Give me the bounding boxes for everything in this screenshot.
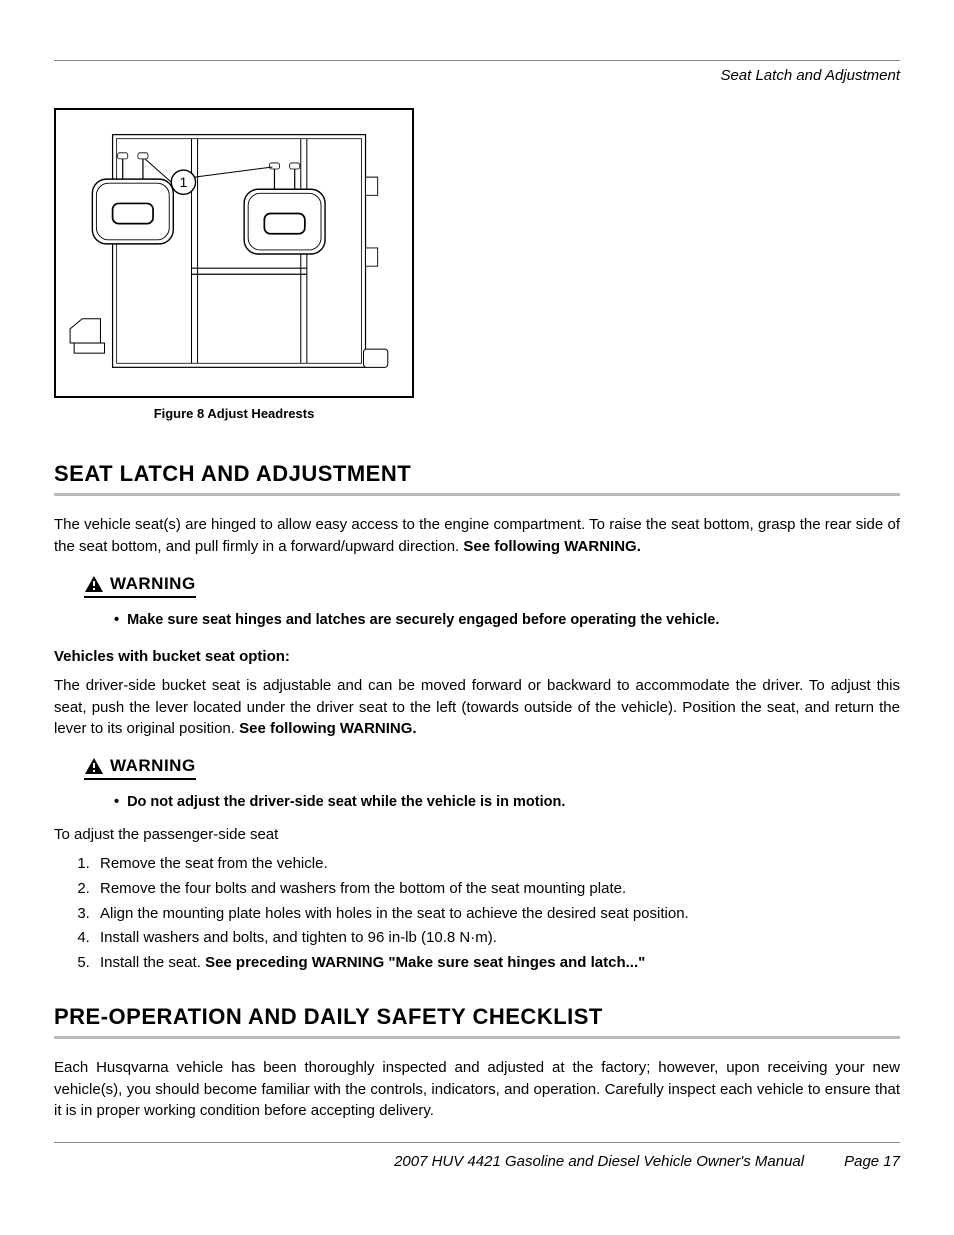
footer-manual-title: 2007 HUV 4421 Gasoline and Diesel Vehicl… <box>394 1153 804 1170</box>
see-warning-ref: See following WARNING. <box>239 720 417 737</box>
step-5-ref: See preceding WARNING "Make sure seat hi… <box>205 954 645 971</box>
passenger-seat-steps: Remove the seat from the vehicle. Remove… <box>94 852 900 976</box>
running-header: Seat Latch and Adjustment <box>54 67 900 84</box>
see-warning-ref: See following WARNING. <box>463 538 641 555</box>
section-rule <box>54 493 900 496</box>
step-4: Install washers and bolts, and tighten t… <box>94 926 900 951</box>
warning-label: WARNING <box>110 756 196 776</box>
section-rule <box>54 1036 900 1039</box>
step-3: Align the mounting plate holes with hole… <box>94 902 900 927</box>
figure-caption: Figure 8 Adjust Headrests <box>54 406 414 421</box>
warning-label: WARNING <box>110 574 196 594</box>
figure-8-diagram: 1 <box>54 108 414 398</box>
passenger-seat-intro: To adjust the passenger-side seat <box>54 824 900 846</box>
header-rule <box>54 60 900 61</box>
warning-triangle-icon <box>84 575 104 593</box>
warning-bullet-2: Do not adjust the driver-side seat while… <box>114 792 900 812</box>
warning-block-1: WARNING Make sure seat hinges and latche… <box>84 574 900 630</box>
warning-triangle-icon <box>84 757 104 775</box>
bucket-seat-subhead: Vehicles with bucket seat option: <box>54 648 900 665</box>
warning-header: WARNING <box>84 574 196 598</box>
warning-bullet-1: Make sure seat hinges and latches are se… <box>114 610 900 630</box>
callout-1-number: 1 <box>179 175 187 191</box>
section-heading-seat-latch: SEAT LATCH AND ADJUSTMENT <box>54 461 900 487</box>
page-footer: 2007 HUV 4421 Gasoline and Diesel Vehicl… <box>54 1153 900 1170</box>
preop-para-1: Each Husqvarna vehicle has been thorough… <box>54 1057 900 1122</box>
footer-page-number: Page 17 <box>844 1153 900 1170</box>
step-1: Remove the seat from the vehicle. <box>94 852 900 877</box>
warning-block-2: WARNING Do not adjust the driver-side se… <box>84 756 900 812</box>
bucket-seat-para: The driver-side bucket seat is adjustabl… <box>54 675 900 740</box>
section-heading-preop: PRE-OPERATION AND DAILY SAFETY CHECKLIST <box>54 1004 900 1030</box>
step-5: Install the seat. See preceding WARNING … <box>94 951 900 976</box>
step-2: Remove the four bolts and washers from t… <box>94 877 900 902</box>
footer-rule <box>54 1142 900 1143</box>
para-text: The driver-side bucket seat is adjustabl… <box>54 677 900 738</box>
warning-header: WARNING <box>84 756 196 780</box>
seat-latch-para-1: The vehicle seat(s) are hinged to allow … <box>54 514 900 558</box>
headrest-diagram-svg: 1 <box>62 116 406 390</box>
